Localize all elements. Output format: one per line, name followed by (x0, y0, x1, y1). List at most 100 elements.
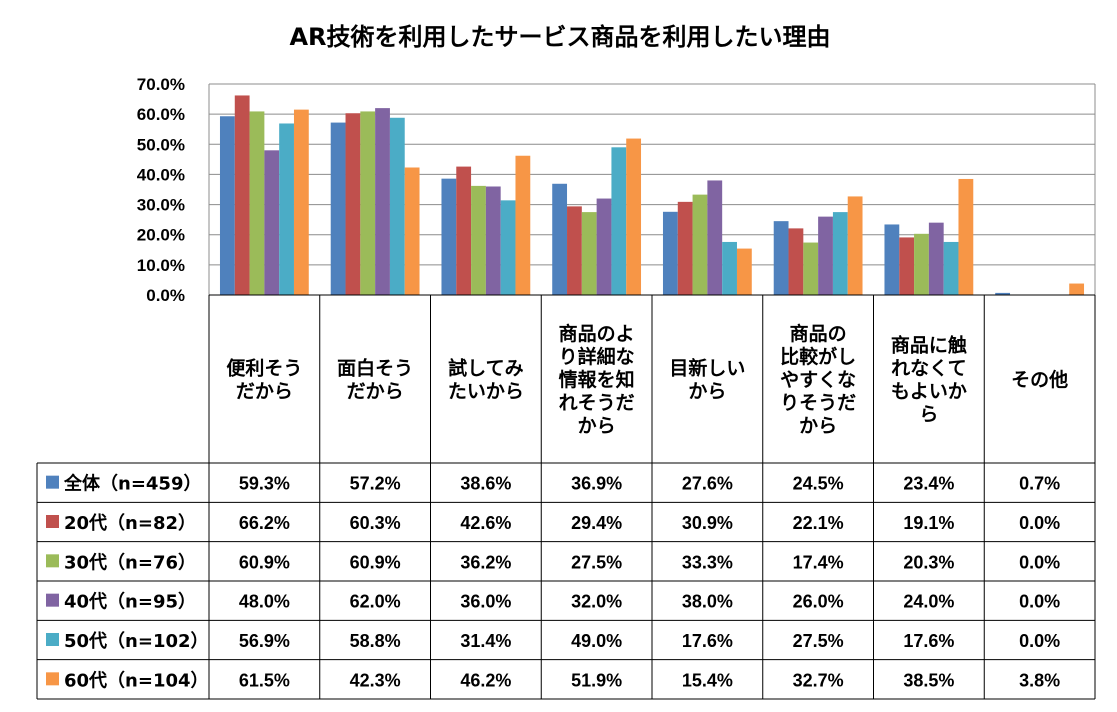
bar-3-5 (692, 194, 708, 295)
data-label: 60.3% (350, 513, 401, 533)
data-label: 15.4% (682, 670, 733, 690)
bar-4-3 (485, 186, 501, 295)
data-label: 22.1% (793, 513, 844, 533)
data-label: 33.3% (682, 552, 733, 572)
data-label: 57.2% (350, 474, 401, 494)
bar-6-6 (847, 196, 863, 295)
bar-2-6 (788, 228, 804, 295)
data-label: 38.6% (460, 474, 511, 494)
bar-1-7 (884, 224, 900, 295)
data-label: 17.6% (682, 631, 733, 651)
category-label: やすくな (780, 369, 856, 391)
legend-label-5: 50代（n=102） (64, 631, 209, 652)
legend-swatch-5 (46, 633, 59, 646)
category-label: りそうだ (780, 392, 856, 414)
data-label: 0.0% (1019, 552, 1060, 572)
bar-2-3 (456, 166, 472, 295)
legend-label-2: 20代（n=82） (64, 513, 196, 534)
bar-6-1 (293, 109, 309, 295)
y-tick-label: 20.0% (137, 226, 185, 245)
y-tick-label: 10.0% (137, 256, 185, 275)
bar-6-8 (1069, 283, 1085, 295)
data-label: 58.8% (350, 631, 401, 651)
data-label: 31.4% (460, 631, 511, 651)
category-label: れそうだ (559, 392, 635, 414)
bar-5-6 (832, 212, 848, 295)
category-label: 商品の (790, 322, 847, 345)
legend-label-3: 30代（n=76） (64, 552, 196, 573)
data-label: 0.0% (1019, 631, 1060, 651)
data-label: 36.9% (571, 474, 622, 494)
data-label: 0.0% (1019, 513, 1060, 533)
data-label: 66.2% (239, 513, 290, 533)
bar-6-5 (736, 248, 752, 295)
legend-label-6: 60代（n=104） (64, 670, 209, 691)
category-label: 試してみ (448, 357, 523, 380)
legend-swatch-4 (46, 593, 59, 607)
bar-1-6 (773, 221, 789, 295)
category-label: 情報を知 (559, 368, 635, 391)
bar-5-1 (279, 123, 294, 295)
y-tick-label: 40.0% (137, 165, 185, 184)
bar-3-6 (803, 242, 819, 295)
data-label: 59.3% (239, 474, 290, 494)
bar-6-3 (515, 155, 531, 295)
bar-5-5 (722, 241, 737, 295)
data-label: 29.4% (571, 513, 622, 533)
data-label: 38.5% (903, 670, 954, 690)
bar-6-7 (958, 178, 974, 295)
data-label: 24.5% (793, 474, 844, 494)
legend-label-4: 40代（n=95） (64, 592, 196, 613)
category-label: れなくて (891, 358, 966, 380)
category-label: 面白そう (337, 357, 413, 380)
bar-4-2 (375, 108, 390, 295)
bar-3-1 (249, 111, 265, 296)
data-label: 23.4% (903, 474, 954, 494)
bar-2-2 (345, 113, 361, 295)
data-label: 17.6% (903, 631, 954, 651)
category-label: 目新しい (669, 357, 745, 380)
data-label: 42.6% (460, 513, 511, 533)
bar-4-5 (707, 180, 723, 295)
data-label: 27.5% (793, 631, 844, 651)
legend-swatch-6 (46, 672, 59, 686)
category-label: ら (919, 404, 938, 426)
category-label: 商品に触 (891, 334, 967, 357)
chart-title: AR技術を利用したサービス商品を利用したい理由 (289, 23, 830, 51)
category-label: たいから (448, 381, 524, 403)
bar-4-7 (928, 222, 944, 295)
bar-1-5 (662, 211, 678, 295)
data-label: 38.0% (682, 592, 733, 612)
bar-6-4 (626, 138, 642, 295)
bar-5-2 (389, 117, 405, 295)
bar-4-4 (596, 198, 612, 295)
bar-1-8 (995, 292, 1011, 295)
y-tick-label: 0.0% (146, 286, 185, 305)
bar-3-7 (914, 233, 929, 295)
bar-5-4 (611, 147, 627, 295)
y-tick-label: 60.0% (137, 105, 185, 124)
category-label: だから (347, 381, 404, 403)
y-tick-label: 30.0% (137, 196, 185, 215)
data-label: 36.0% (460, 592, 511, 612)
data-label: 0.7% (1019, 474, 1060, 494)
category-label: もよいか (891, 381, 967, 403)
data-label: 61.5% (239, 670, 290, 690)
category-label: だから (236, 381, 293, 403)
data-label: 51.9% (571, 670, 622, 690)
data-label: 27.5% (571, 552, 622, 572)
data-label: 3.8% (1019, 670, 1060, 690)
category-label: から (578, 415, 616, 437)
category-label: 便利そう (226, 358, 302, 380)
data-label: 19.1% (903, 513, 954, 533)
legend-swatch-3 (46, 554, 59, 568)
category-label: 商品のよ (559, 322, 635, 345)
bar-2-7 (899, 237, 915, 295)
bar-2-5 (677, 201, 693, 295)
category-label: その他 (1011, 368, 1068, 391)
data-label: 60.9% (350, 552, 401, 572)
data-label: 42.3% (350, 670, 401, 690)
bar-1-3 (441, 178, 457, 295)
data-label: 30.9% (682, 513, 733, 533)
